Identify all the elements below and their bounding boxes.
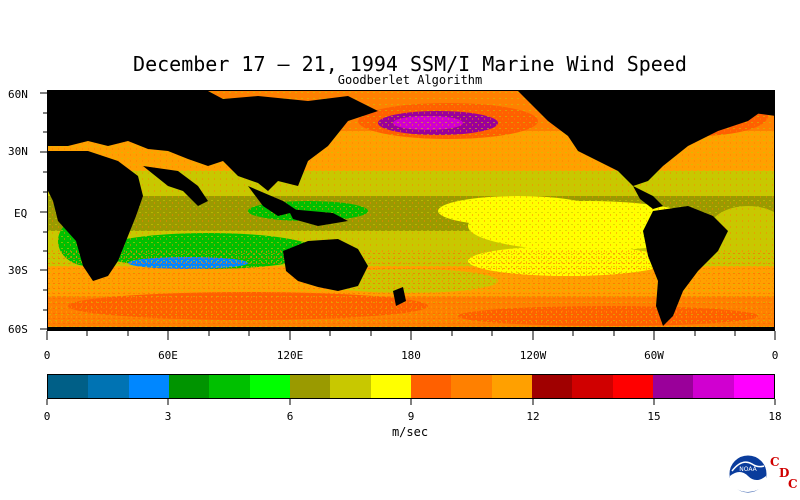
colorbar-tick-6: 6 [286,410,294,423]
wind-speed-map [47,90,775,331]
colorbar-swatch-4 [209,375,250,398]
lat-label-30n: 30N [8,145,28,158]
colorbar-swatch-12 [531,375,573,398]
lon-label-0-left: 0 [43,349,51,362]
colorbar-swatch-17 [733,375,774,398]
colorbar-swatch-16 [693,375,734,398]
colorbar-tick-3: 3 [164,410,172,423]
colorbar-swatch-8 [370,375,411,398]
colorbar-swatch-11 [491,375,532,398]
colorbar-swatch-2 [128,375,169,398]
colorbar-tick-18: 18 [768,410,782,423]
colorbar-swatch-1 [88,375,129,398]
land-eurasia [48,91,378,191]
colorbar-swatch-0 [48,375,89,398]
colorbar-swatch-9 [410,375,452,398]
colorbar-tick-0: 0 [43,410,51,423]
colorbar-tick-12: 12 [526,410,540,423]
colorbar-swatch-6 [289,375,331,398]
land-greenland [738,91,774,116]
colorbar-tick-9: 9 [407,410,415,423]
colorbar-units: m/sec [391,425,429,439]
lon-label-60w: 60W [644,349,664,362]
land-indonesia [288,209,348,226]
lat-label-eq: EQ [14,207,28,220]
lon-label-180: 180 [401,349,421,362]
land-arabia-india [143,166,208,206]
map-subtitle: Goodberlet Algorithm [337,73,483,87]
lon-label-120e: 120E [276,349,304,362]
colorbar-swatch-14 [612,375,653,398]
land-new-zealand [393,287,406,306]
cdc-letter-c2: C [788,477,798,491]
cdc-letter-c1: C [770,455,780,469]
lon-label-60e: 60E [158,349,178,362]
colorbar-swatch-10 [451,375,492,398]
colorbar-swatch-5 [249,375,290,398]
colorbar-swatch-3 [168,375,210,398]
noaa-logo: NOAA [728,454,768,494]
colorbar-tick-15: 15 [647,410,661,423]
lat-label-60s: 60S [8,323,28,336]
land-africa [48,151,143,281]
lat-label-60n: 60N [8,88,28,101]
land-southeast-asia [248,186,298,216]
colorbar [47,374,775,399]
land-north-america [518,91,774,186]
land-antarctica-edge [48,327,774,330]
lat-label-30s: 30S [8,264,28,277]
land-australia [283,239,368,291]
colorbar-swatch-15 [652,375,694,398]
cdc-letter-d: D [779,466,790,480]
lon-label-0-right: 0 [771,349,779,362]
colorbar-swatch-7 [330,375,371,398]
land-south-america [643,206,728,326]
lon-label-120w: 120W [519,349,547,362]
land-central-america [633,186,663,209]
colorbar-swatch-13 [572,375,613,398]
map-title: December 17 – 21, 1994 SSM/I Marine Wind… [133,52,687,76]
map-canvas [48,91,774,330]
noaa-logo-text: NOAA [739,466,757,473]
